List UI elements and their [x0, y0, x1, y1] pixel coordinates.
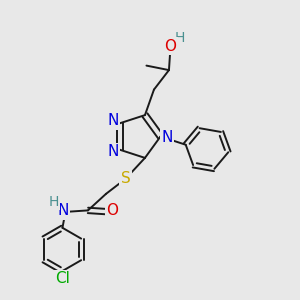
Text: O: O	[164, 39, 176, 54]
Text: H: H	[174, 31, 184, 45]
Text: H: H	[49, 195, 59, 209]
Text: N: N	[57, 203, 69, 218]
Text: O: O	[106, 203, 118, 218]
Text: N: N	[161, 130, 173, 146]
Text: Cl: Cl	[55, 271, 70, 286]
Text: N: N	[107, 144, 119, 159]
Text: S: S	[121, 171, 130, 186]
Text: N: N	[107, 113, 119, 128]
